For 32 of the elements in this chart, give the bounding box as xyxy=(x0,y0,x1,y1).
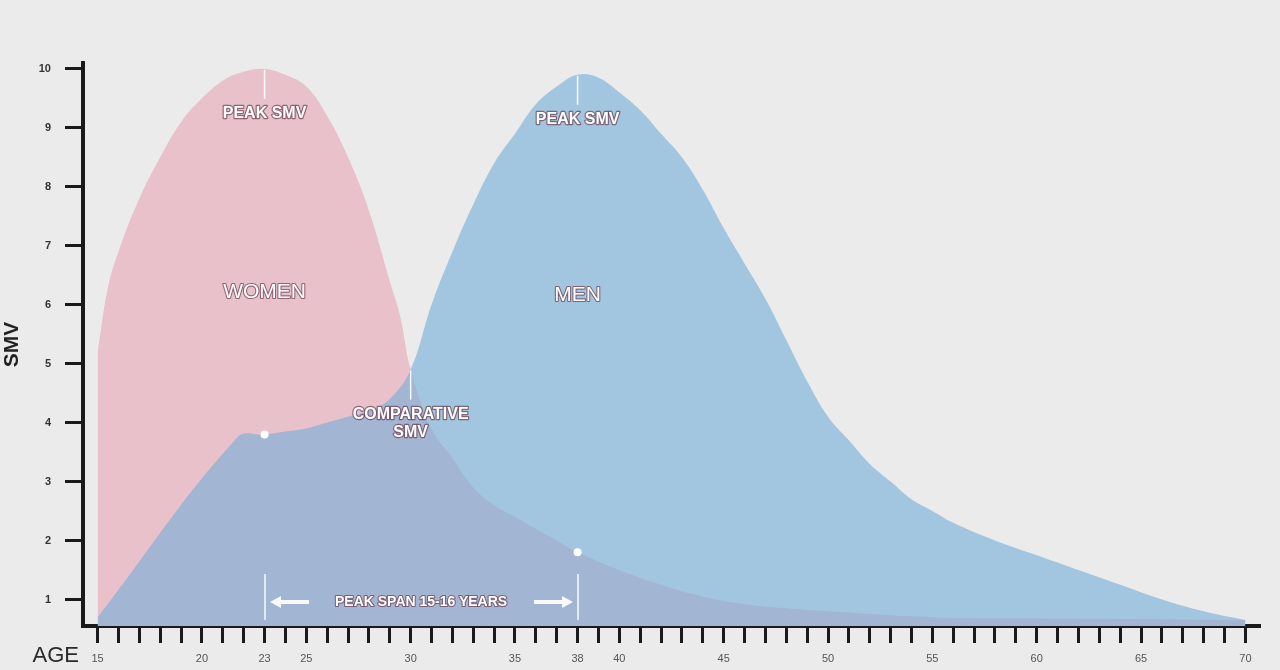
series-label: MEN xyxy=(554,282,601,306)
y-tick-label: 9 xyxy=(44,120,51,133)
x-tick-label: 45 xyxy=(717,651,730,664)
x-tick-label: 70 xyxy=(1239,651,1252,664)
x-tick-label: 30 xyxy=(404,651,417,664)
x-tick-label: 23 xyxy=(258,651,271,664)
annotation: PEAK SPAN 15-16 YEARS xyxy=(334,592,508,609)
x-tick-label: 35 xyxy=(508,651,522,664)
y-tick-label: 3 xyxy=(44,474,51,487)
y-tick-label: 4 xyxy=(44,415,52,428)
y-tick-label: 7 xyxy=(44,238,51,251)
x-tick-label: 15 xyxy=(91,651,104,664)
x-tick-label: 25 xyxy=(300,651,313,664)
y-tick-label: 10 xyxy=(38,61,51,74)
annotation: COMPARATIVE SMV xyxy=(352,404,469,440)
series-label: WOMEN xyxy=(223,278,306,302)
y-axis-title: SMV xyxy=(0,321,23,368)
annotation: PEAK SMV xyxy=(222,104,307,122)
x-tick-label: 60 xyxy=(1030,651,1043,664)
y-tick-label: 1 xyxy=(44,592,51,605)
x-tick-label: 50 xyxy=(821,651,835,664)
y-tick-label: 8 xyxy=(44,179,51,192)
y-tick-label: 6 xyxy=(44,297,51,310)
y-tick-label: 2 xyxy=(44,533,51,546)
x-tick-label: 55 xyxy=(926,651,939,664)
x-tick-label: 20 xyxy=(195,651,209,664)
x-axis-title: AGE xyxy=(32,642,79,668)
y-tick-label: 5 xyxy=(44,356,51,369)
x-tick-label: 38 xyxy=(571,651,584,664)
x-tick-label: 65 xyxy=(1134,651,1148,664)
x-tick-label: 40 xyxy=(613,651,626,664)
annotation: PEAK SMV xyxy=(535,110,620,128)
